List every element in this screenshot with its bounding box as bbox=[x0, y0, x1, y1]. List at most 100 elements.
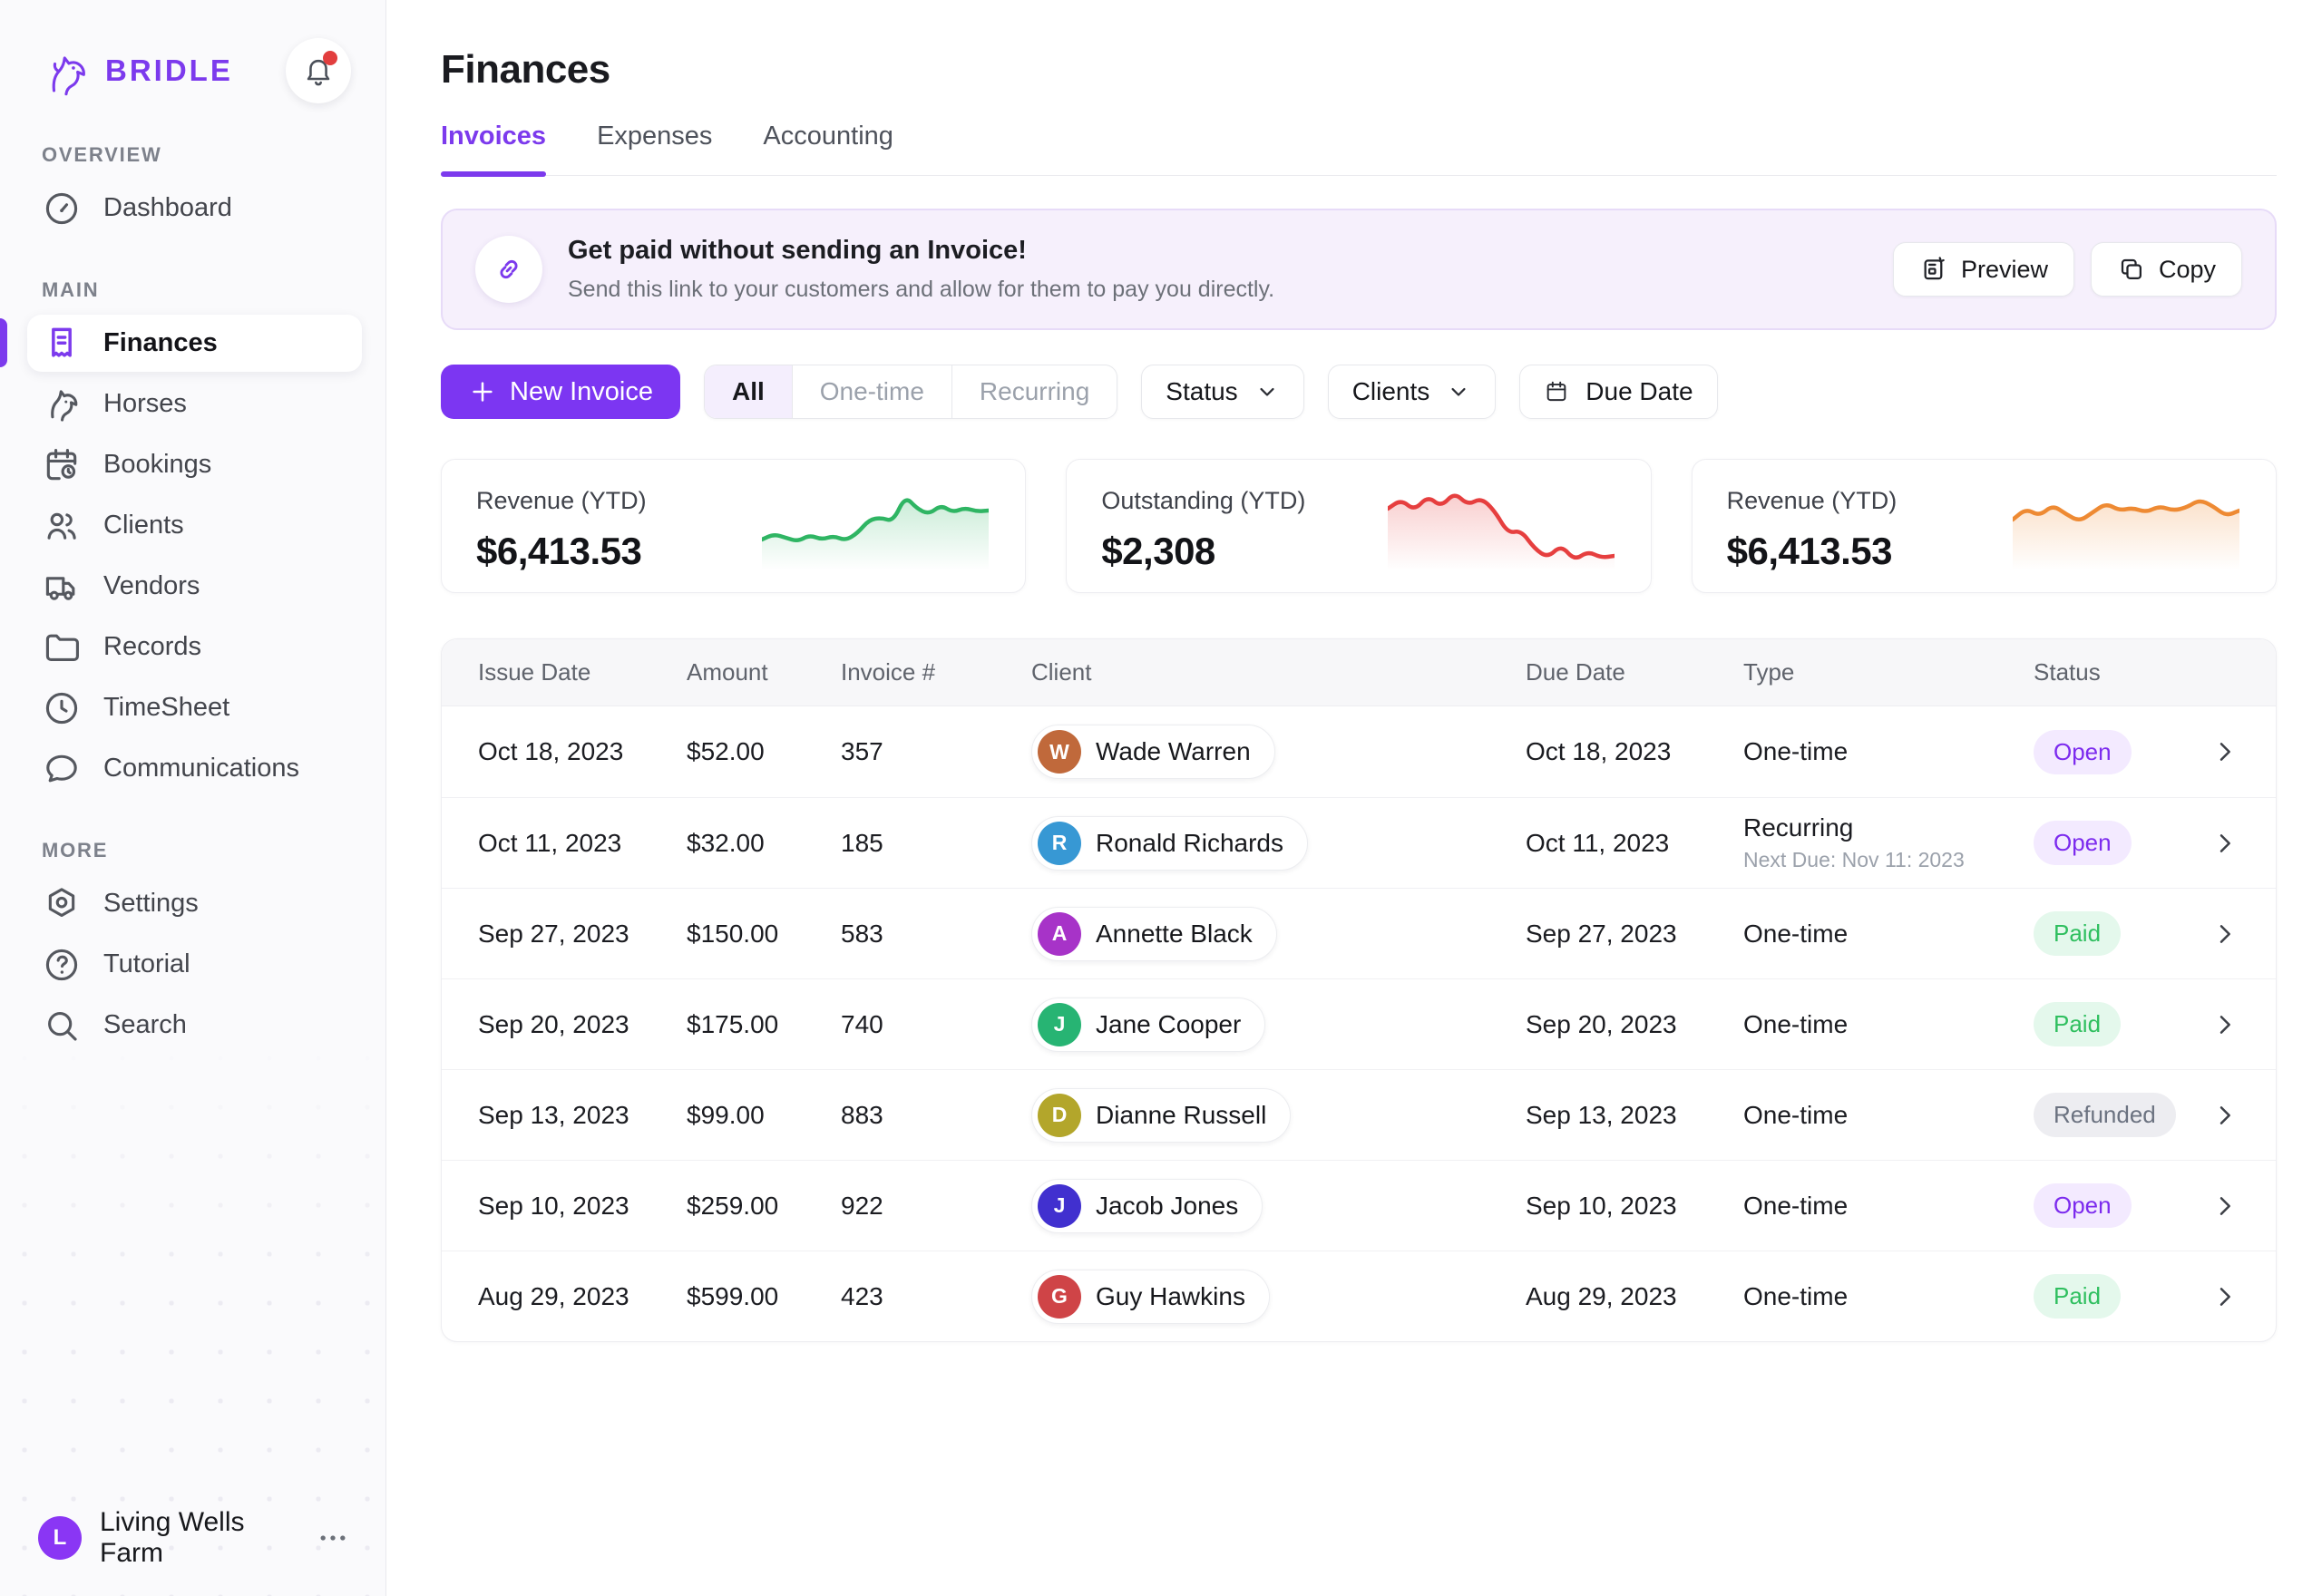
client-cell: W Wade Warren bbox=[1031, 725, 1526, 779]
ellipsis-icon bbox=[320, 1535, 346, 1541]
due-date-filter-button[interactable]: Due Date bbox=[1519, 365, 1718, 419]
invoice-number-cell: 423 bbox=[841, 1281, 883, 1310]
type-cell: One-time bbox=[1743, 1282, 2034, 1311]
copy-button[interactable]: Copy bbox=[2090, 242, 2242, 297]
sparkline-chart bbox=[1387, 493, 1615, 570]
sidebar-item-search[interactable]: Search bbox=[27, 997, 362, 1054]
user-menu-button[interactable] bbox=[315, 1520, 351, 1556]
tab-invoices[interactable]: Invoices bbox=[441, 122, 547, 177]
sidebar-item-communications[interactable]: Communications bbox=[27, 740, 362, 797]
link-icon-circle bbox=[475, 236, 542, 303]
invoice-row[interactable]: Sep 13, 2023 $99.00 883 D Dianne Russell Sep … bbox=[442, 1069, 2276, 1160]
sidebar-item-label: Clients bbox=[103, 511, 184, 540]
client-pill[interactable]: R Ronald Richards bbox=[1031, 815, 1308, 871]
status-badge: Open bbox=[2034, 729, 2132, 774]
client-pill[interactable]: J Jane Cooper bbox=[1031, 997, 1266, 1052]
banner-text: Get paid without sending an Invoice! Sen… bbox=[568, 236, 1893, 303]
chevron-right-icon[interactable] bbox=[2210, 920, 2239, 949]
client-pill[interactable]: A Annette Black bbox=[1031, 906, 1277, 961]
status-filter-dropdown[interactable]: Status bbox=[1141, 365, 1304, 419]
status-badge: Paid bbox=[2034, 911, 2122, 956]
user-name: Living Wells Farm bbox=[100, 1507, 245, 1568]
segment-one-time[interactable]: One-time bbox=[791, 365, 951, 418]
client-pill[interactable]: G Guy Hawkins bbox=[1031, 1269, 1270, 1324]
sidebar-item-timesheet[interactable]: TimeSheet bbox=[27, 679, 362, 736]
sidebar-item-finances[interactable]: Finances bbox=[0, 315, 362, 372]
chevron-right-icon[interactable] bbox=[2210, 1192, 2239, 1221]
sidebar-item-clients[interactable]: Clients bbox=[27, 497, 362, 554]
invoice-row[interactable]: Aug 29, 2023 $599.00 423 G Guy Hawkins Aug 29… bbox=[442, 1251, 2276, 1341]
new-invoice-button[interactable]: New Invoice bbox=[441, 365, 680, 419]
chevron-right-icon[interactable] bbox=[2210, 1101, 2239, 1130]
type-label: Recurring bbox=[1743, 813, 1854, 842]
sidebar-item-records[interactable]: Records bbox=[27, 618, 362, 676]
client-avatar: W bbox=[1038, 730, 1081, 774]
chevron-right-icon[interactable] bbox=[2210, 1010, 2239, 1039]
due-date-cell: Oct 18, 2023 bbox=[1526, 737, 1672, 765]
client-cell: A Annette Black bbox=[1031, 906, 1526, 961]
sidebar-item-label: Communications bbox=[103, 754, 299, 783]
table-header-row: Issue Date Amount Invoice # Client Due Date T… bbox=[442, 639, 2276, 706]
segment-all[interactable]: All bbox=[704, 365, 792, 418]
issue-date-cell: Sep 10, 2023 bbox=[478, 1191, 629, 1220]
status-cell: Paid bbox=[2034, 1002, 2188, 1046]
horse-logo-icon bbox=[52, 56, 85, 96]
sidebar-header: BRIDLE bbox=[0, 0, 385, 103]
sidebar-item-label: Settings bbox=[103, 889, 199, 918]
plus-icon bbox=[473, 382, 493, 402]
invoice-number-cell: 357 bbox=[841, 737, 883, 765]
column-header-amount: Amount bbox=[687, 658, 768, 686]
link-icon bbox=[500, 259, 518, 279]
invoice-row[interactable]: Sep 20, 2023 $175.00 740 J Jane Cooper Sep 20… bbox=[442, 978, 2276, 1069]
client-pill[interactable]: J Jacob Jones bbox=[1031, 1178, 1263, 1233]
chevron-right-icon[interactable] bbox=[2210, 829, 2239, 858]
payment-link-banner: Get paid without sending an Invoice! Sen… bbox=[441, 209, 2277, 330]
horses-icon bbox=[42, 384, 82, 424]
stat-value: $2,308 bbox=[1101, 530, 1215, 572]
preview-button[interactable]: Preview bbox=[1892, 242, 2074, 297]
sidebar-item-settings[interactable]: Settings bbox=[27, 875, 362, 932]
sidebar-item-label: Records bbox=[103, 632, 201, 661]
segment-recurring[interactable]: Recurring bbox=[951, 365, 1117, 418]
client-name: Guy Hawkins bbox=[1096, 1281, 1245, 1310]
sidebar-item-bookings[interactable]: Bookings bbox=[27, 436, 362, 493]
account-switcher[interactable]: L Living Wells Farm bbox=[38, 1507, 351, 1569]
client-pill[interactable]: W Wade Warren bbox=[1031, 725, 1275, 779]
chevron-right-icon[interactable] bbox=[2210, 1282, 2239, 1311]
sidebar-section-label: MORE bbox=[42, 839, 109, 861]
due-date-cell: Sep 20, 2023 bbox=[1526, 1009, 1677, 1038]
main-content: Finances Invoices Expenses Accounting Get … bbox=[386, 0, 2322, 1596]
client-pill[interactable]: D Dianne Russell bbox=[1031, 1087, 1292, 1143]
client-name: Ronald Richards bbox=[1096, 828, 1283, 857]
client-name: Jane Cooper bbox=[1096, 1009, 1242, 1038]
bridle-logo[interactable]: BRIDLE bbox=[40, 43, 233, 99]
tab-accounting[interactable]: Accounting bbox=[763, 122, 893, 151]
sidebar-item-horses[interactable]: Horses bbox=[27, 375, 362, 433]
client-avatar: D bbox=[1038, 1093, 1081, 1137]
type-cell: Recurring Next Due: Nov 11: 2023 bbox=[1743, 813, 2034, 872]
calendar-icon bbox=[1546, 381, 1566, 402]
communications-icon bbox=[42, 749, 82, 789]
invoice-row[interactable]: Oct 18, 2023 $52.00 357 W Wade Warren Oct 18,… bbox=[442, 706, 2276, 797]
copy-label: Copy bbox=[2158, 255, 2216, 283]
sidebar-item-vendors[interactable]: Vendors bbox=[27, 558, 362, 615]
clients-icon bbox=[42, 506, 82, 546]
clients-filter-dropdown[interactable]: Clients bbox=[1327, 365, 1497, 419]
invoice-row[interactable]: Oct 11, 2023 $32.00 185 R Ronald Richards Oct… bbox=[442, 797, 2276, 888]
invoice-row[interactable]: Sep 10, 2023 $259.00 922 J Jacob Jones Sep 10… bbox=[442, 1160, 2276, 1251]
client-avatar: A bbox=[1038, 911, 1081, 956]
tab-expenses[interactable]: Expenses bbox=[597, 122, 713, 151]
finances-icon bbox=[42, 324, 82, 364]
notifications-button[interactable] bbox=[286, 38, 351, 103]
sidebar-item-label: Tutorial bbox=[103, 949, 190, 978]
status-cell: Paid bbox=[2034, 1274, 2188, 1319]
status-cell: Open bbox=[2034, 821, 2188, 865]
amount-cell: $175.00 bbox=[687, 1009, 779, 1038]
invoice-number-cell: 883 bbox=[841, 1100, 883, 1129]
issue-date-cell: Oct 11, 2023 bbox=[478, 828, 622, 857]
chevron-right-icon[interactable] bbox=[2210, 737, 2239, 766]
invoice-row[interactable]: Sep 27, 2023 $150.00 583 A Annette Black Sep … bbox=[442, 888, 2276, 978]
sidebar-item-dashboard[interactable]: Dashboard bbox=[27, 180, 362, 237]
sidebar-item-tutorial[interactable]: Tutorial bbox=[27, 936, 362, 993]
